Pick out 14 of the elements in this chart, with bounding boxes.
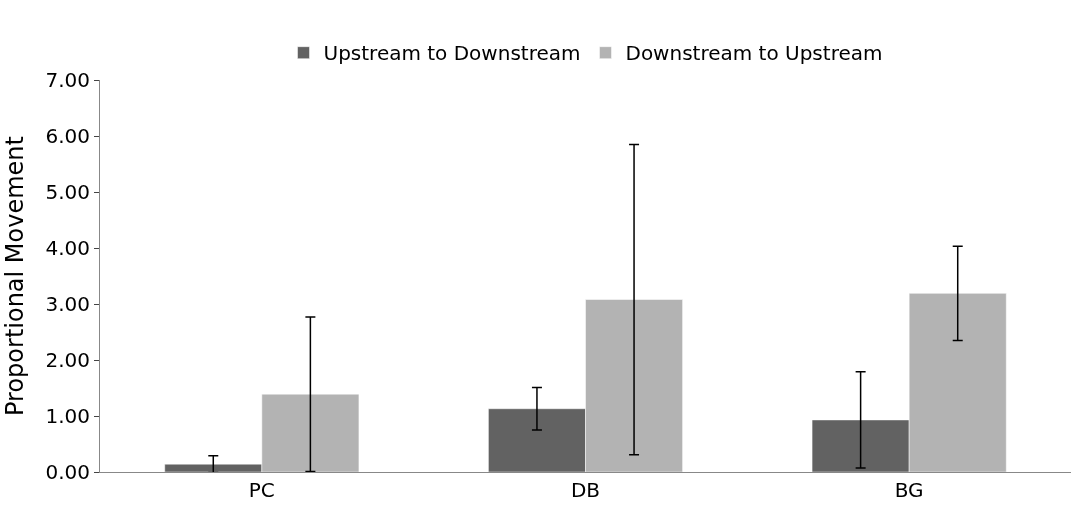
y-tick-label: 1.00: [45, 404, 90, 428]
y-tick-label: 3.00: [45, 292, 90, 316]
y-tick-label: 2.00: [45, 348, 90, 372]
y-tick-label: 6.00: [45, 124, 90, 148]
y-tick-label: 4.00: [45, 236, 90, 260]
y-axis-title: Proportional Movement: [0, 136, 29, 416]
legend-label: Downstream to Upstream: [625, 41, 883, 66]
x-tick-label: PC: [248, 478, 275, 502]
x-tick-label: DB: [570, 478, 601, 502]
x-tick-label: BG: [894, 478, 924, 502]
y-tick-label: 0.00: [45, 460, 90, 484]
legend-label: Upstream to Downstream: [323, 41, 581, 66]
y-tick-label: 5.00: [45, 180, 90, 204]
y-tick-label: 7.00: [45, 68, 90, 92]
